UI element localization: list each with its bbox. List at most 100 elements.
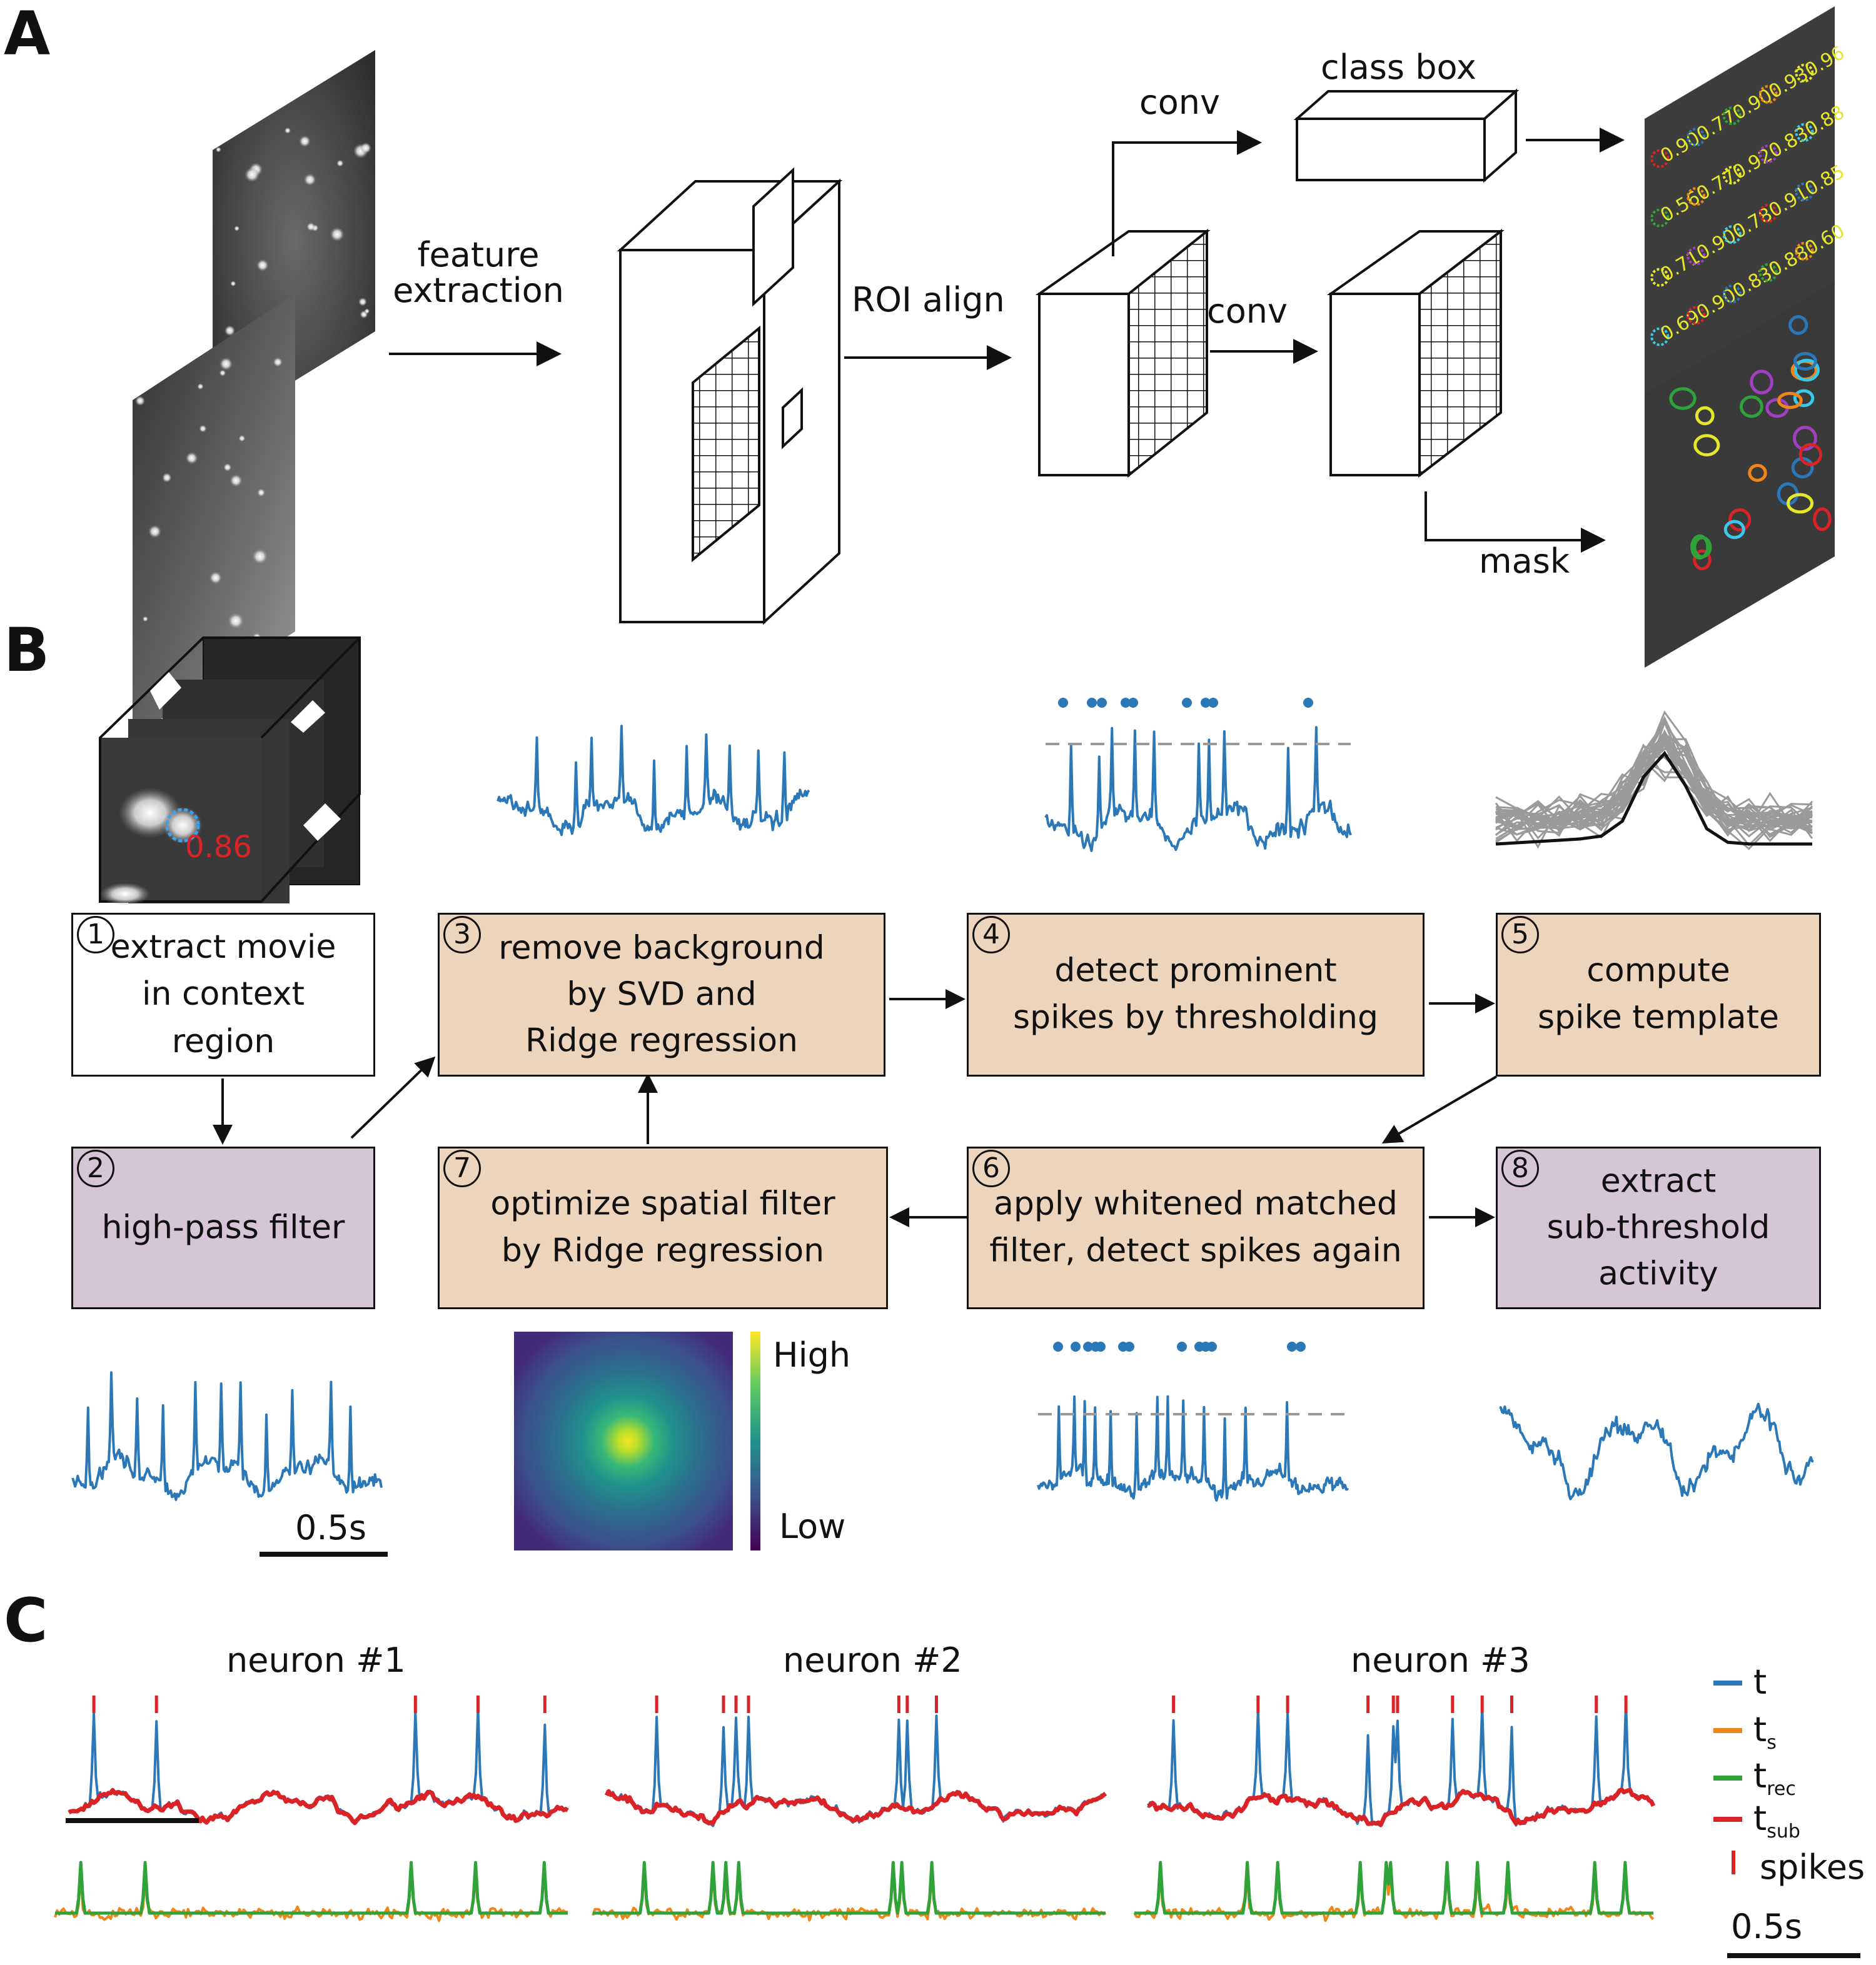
cell-spot bbox=[284, 127, 291, 134]
neuron-2-title: neuron #2 bbox=[783, 1641, 962, 1680]
step-6-box: 6 apply whitened matched filter, detect s… bbox=[967, 1147, 1425, 1309]
detection-box bbox=[1650, 149, 1670, 168]
legend-ts-main: t bbox=[1753, 1710, 1767, 1749]
cell-mask bbox=[1777, 391, 1803, 410]
panel-label-a: A bbox=[4, 0, 51, 69]
spike-dot bbox=[1303, 698, 1313, 708]
spike-dot bbox=[1287, 1342, 1297, 1352]
step-6-line2: filter, detect spikes again bbox=[989, 1232, 1402, 1270]
cell-mask bbox=[1728, 508, 1752, 531]
spike-dot bbox=[1124, 1342, 1134, 1352]
cell-mask bbox=[1723, 520, 1745, 540]
trace-step6 bbox=[1037, 1395, 1349, 1502]
step-6-line1: apply whitened matched bbox=[994, 1185, 1398, 1223]
detection-box bbox=[1795, 123, 1814, 142]
trace-step4 bbox=[1044, 726, 1352, 852]
mask-branch bbox=[1425, 491, 1606, 553]
output-masks-overlay bbox=[1669, 315, 1832, 571]
step-4-box: 4 detect prominent spikes by thresholding bbox=[967, 913, 1425, 1077]
cell-spot bbox=[224, 325, 236, 336]
subthreshold-trace bbox=[1499, 1402, 1814, 1500]
cell-spot bbox=[306, 222, 316, 231]
movie-stack bbox=[99, 636, 361, 905]
legend-tsub-main: t bbox=[1753, 1799, 1767, 1838]
arrow-5-6 bbox=[1381, 1075, 1498, 1144]
step-1-box: 1 extract movie in context region bbox=[71, 913, 375, 1077]
cell-spot bbox=[330, 227, 345, 242]
cell-mask bbox=[1793, 426, 1817, 451]
legend-tsub-sub: sub bbox=[1767, 1820, 1800, 1842]
step-5-line1: compute bbox=[1586, 952, 1730, 990]
detection-box bbox=[1722, 284, 1742, 304]
step-4-number: 4 bbox=[972, 916, 1010, 953]
cell-spot bbox=[135, 396, 146, 406]
colorbar bbox=[750, 1332, 760, 1550]
step-3-number: 3 bbox=[443, 916, 481, 953]
cell-spot bbox=[143, 616, 148, 622]
scalebar-b-label: 0.5s bbox=[295, 1508, 367, 1547]
template-sample bbox=[1495, 736, 1813, 836]
step-8-box: 8 extract sub-threshold activity bbox=[1496, 1147, 1821, 1309]
cell-mask bbox=[1788, 315, 1808, 335]
spike-dot bbox=[1128, 698, 1138, 708]
cell-spot bbox=[358, 297, 367, 306]
template-sample bbox=[1495, 743, 1813, 842]
cell-spot bbox=[234, 226, 240, 231]
spike-dot bbox=[1096, 1342, 1106, 1352]
cell-mask bbox=[1793, 352, 1817, 371]
output-classes-image bbox=[1645, 6, 1835, 395]
legend-trec-main: t bbox=[1753, 1756, 1767, 1796]
cell-spot bbox=[245, 167, 260, 183]
detection-box bbox=[1650, 268, 1670, 287]
roi-align-label: ROI align bbox=[852, 280, 1005, 319]
trace-tsub bbox=[68, 1788, 569, 1826]
spike-dot bbox=[1087, 698, 1097, 708]
trace-tsub bbox=[1147, 1787, 1656, 1827]
panel-label-c: C bbox=[4, 1586, 48, 1656]
step-1-line1: extract movie bbox=[110, 928, 336, 966]
spike-dot bbox=[1121, 698, 1131, 708]
spike-dot bbox=[1097, 698, 1107, 708]
panel-label-b: B bbox=[4, 615, 50, 685]
trace-tsub bbox=[604, 1789, 1107, 1826]
cell-spot bbox=[199, 425, 207, 433]
legend-ts: ts bbox=[1753, 1713, 1777, 1752]
feature-extraction-line1: feature bbox=[417, 235, 540, 274]
class-box-prism bbox=[1293, 88, 1520, 183]
scalebar-c-label: 0.5s bbox=[1731, 1907, 1803, 1946]
spike-dot bbox=[1083, 1342, 1093, 1352]
input-frame-front bbox=[133, 294, 295, 738]
cell-spot bbox=[303, 173, 316, 186]
legend-spikes: spikes bbox=[1760, 1847, 1865, 1887]
cell-mask bbox=[1693, 434, 1720, 456]
cell-mask bbox=[1693, 549, 1712, 571]
cell-spot bbox=[148, 525, 162, 538]
detection-box bbox=[1722, 106, 1742, 126]
cell-spot bbox=[209, 571, 222, 585]
cell-spot bbox=[336, 159, 344, 167]
cell-spot bbox=[364, 308, 370, 314]
detection-box bbox=[1687, 128, 1706, 147]
step-4-line1: detect prominent bbox=[1054, 952, 1337, 990]
conv-class-branch bbox=[1112, 130, 1262, 256]
feature-extraction-label: feature extraction bbox=[385, 235, 572, 308]
template-sample bbox=[1495, 710, 1813, 837]
detection-box bbox=[1758, 263, 1778, 282]
trace-trec bbox=[1134, 1861, 1653, 1915]
legend-t-main: t bbox=[1753, 1662, 1767, 1702]
cell-mask bbox=[1739, 395, 1763, 418]
trace-trec bbox=[593, 1861, 1106, 1915]
cell-mask bbox=[1748, 464, 1767, 482]
panel-c bbox=[54, 1681, 1860, 1958]
step-2-box: 2 high-pass filter bbox=[71, 1147, 375, 1309]
spike-dot bbox=[1058, 698, 1068, 708]
legend-trec: trec bbox=[1753, 1759, 1796, 1799]
step-8-line2: sub-threshold bbox=[1546, 1209, 1770, 1247]
cell-spot bbox=[229, 474, 243, 487]
spike-dot bbox=[1177, 1342, 1187, 1352]
cell-spot bbox=[228, 613, 245, 629]
step-3-line1: remove background bbox=[498, 929, 825, 967]
step-3-line2: by SVD and bbox=[567, 975, 757, 1013]
step-1-line2: in context region bbox=[142, 975, 305, 1060]
spike-dot bbox=[1208, 698, 1218, 708]
